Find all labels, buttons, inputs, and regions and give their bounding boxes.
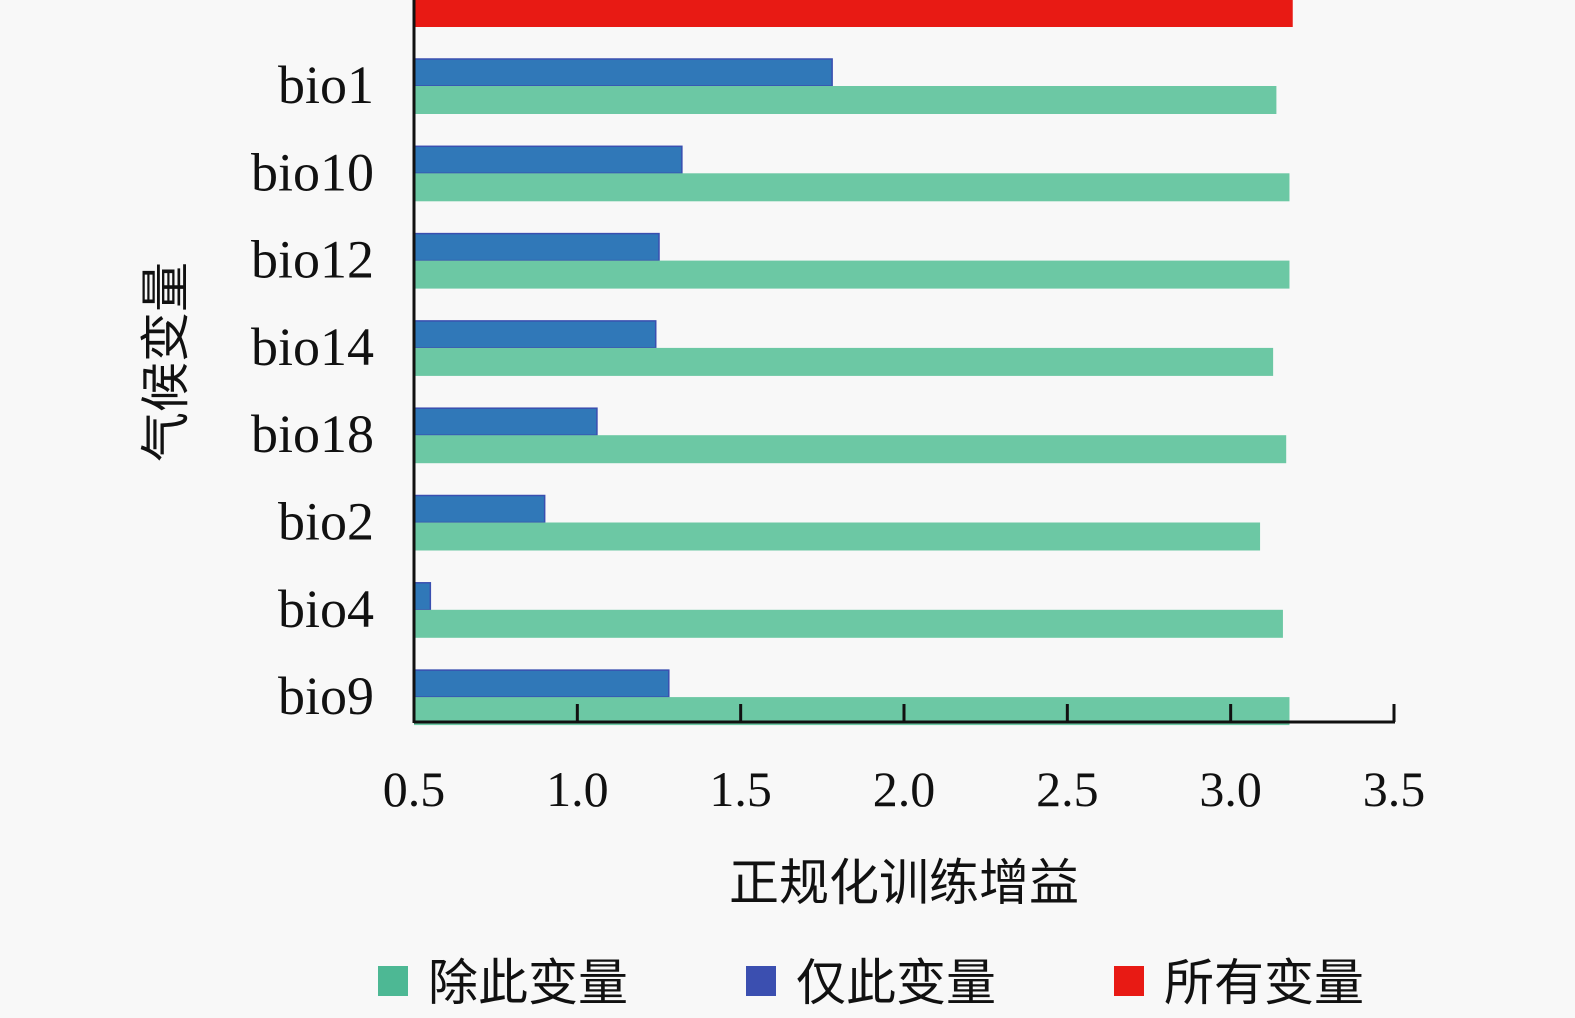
bar-without-bio2 [414,522,1261,551]
x-axis-label: 正规化训练增益 [729,855,1079,911]
x-ticks: 0.5 1.0 1.5 2.0 2.5 3.0 3.5 [383,704,1426,817]
category-label: bio9 [278,666,374,726]
bar-only-bio2 [413,494,546,524]
tick-label: 3.0 [1199,761,1262,817]
bars [413,0,1293,726]
tick-label: 1.0 [546,761,609,817]
legend-swatch [378,966,408,996]
tick-label: 2.0 [873,761,936,817]
tick-label: 0.5 [383,761,446,817]
bar-only-bio9 [413,669,670,698]
bar-without-bio9 [414,697,1290,726]
category-label: bio14 [251,317,374,377]
bar-without-bio14 [414,347,1274,376]
tick-label: 1.5 [709,761,772,817]
legend-swatch [1114,966,1144,996]
bar-only-bio12 [413,232,660,262]
bar-only-bio1 [413,58,833,87]
category-label: bio2 [278,492,374,552]
category-label: bio10 [251,142,374,202]
bar-without-bio4 [414,609,1283,638]
y-axis-label: 气候变量 [138,262,194,462]
legend-label: 仅此变量 [796,955,996,1011]
bar-only-bio18 [413,407,598,436]
category-label: bio1 [278,55,374,115]
legend-label: 除此变量 [428,955,628,1011]
category-label: bio12 [251,230,374,290]
bar-all-variables [414,0,1293,27]
bar-without-bio18 [414,435,1287,464]
tick-label: 3.5 [1363,761,1426,817]
bar-without-bio12 [414,260,1290,289]
tick-label: 2.5 [1036,761,1099,817]
bar-only-bio14 [413,320,657,349]
legend-label: 所有变量 [1164,955,1364,1011]
bar-only-bio10 [413,145,683,175]
category-label: bio4 [278,579,374,639]
y-categories: bio1 bio10 bio12 bio14 bio18 bio2 bio4 bio9 [251,55,374,726]
bar-only-bio4 [413,582,432,611]
legend-swatch [746,966,776,996]
category-label: bio18 [251,404,374,464]
bar-without-bio1 [414,86,1277,114]
legend: 除此变量 仅此变量 所有变量 [378,955,1364,1011]
bar-without-bio10 [414,173,1290,202]
